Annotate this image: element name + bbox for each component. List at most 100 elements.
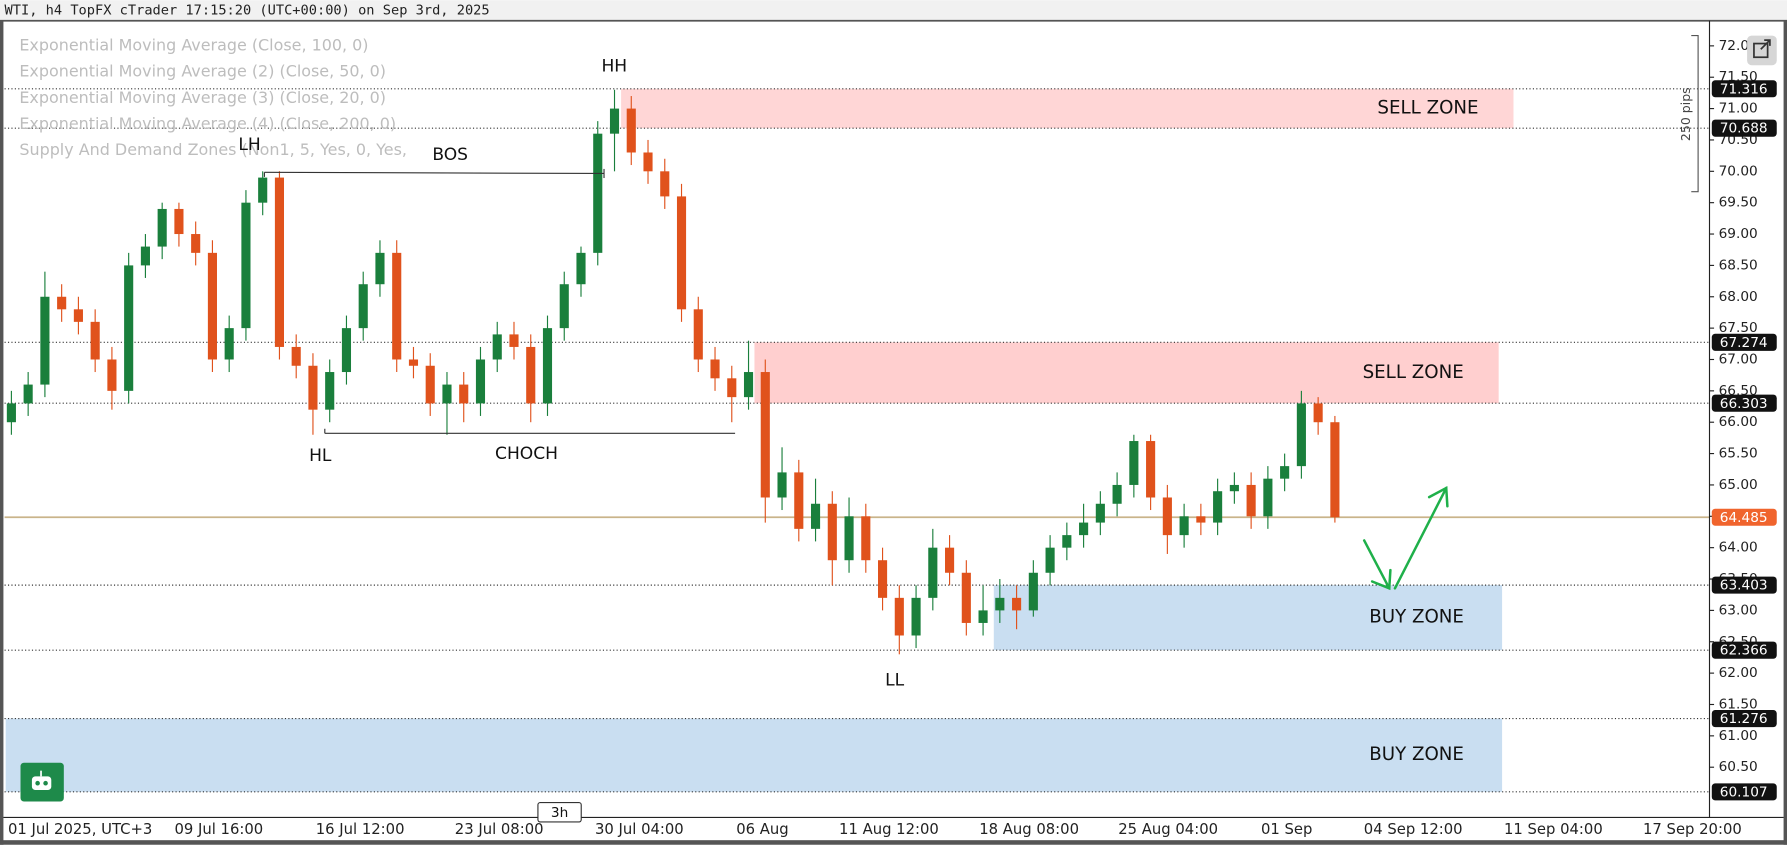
- zone-label: SELL ZONE: [1377, 97, 1478, 118]
- candle-body: [676, 196, 687, 310]
- candle-body: [107, 359, 117, 391]
- labels: Exponential Moving Average (Close, 100, …: [8, 35, 1777, 838]
- candle-body: [1162, 497, 1172, 536]
- candle-body: [928, 547, 938, 598]
- y-tick-label: 65.00: [1719, 477, 1758, 493]
- price-flag-label: 71.316: [1720, 81, 1768, 97]
- candle-body: [1179, 516, 1189, 536]
- x-tick-label: 06 Aug: [736, 821, 788, 838]
- price-flag-label: 62.366: [1720, 643, 1768, 659]
- candle-body: [57, 296, 67, 310]
- candle-body: [358, 284, 368, 329]
- candle-body: [643, 152, 653, 172]
- zone: [621, 88, 1514, 129]
- candle-body: [73, 309, 83, 322]
- candle-body: [207, 252, 217, 360]
- price-flag: [1711, 641, 1777, 659]
- candle-body: [878, 560, 888, 598]
- candle-body: [375, 252, 385, 285]
- candle-body: [1079, 522, 1089, 536]
- x-tick-label: 25 Aug 04:00: [1118, 821, 1218, 838]
- candle-body: [1045, 547, 1055, 573]
- candle-body: [861, 516, 871, 561]
- candle-body: [911, 597, 921, 636]
- header-title: WTI, h4 TopFX cTrader 17:15:20 (UTC+00:0…: [5, 3, 490, 19]
- bos-line: [264, 171, 605, 175]
- x-tick-label: 30 Jul 04:00: [595, 821, 684, 838]
- candle-body: [693, 309, 703, 360]
- x-tick-label: 04 Sep 12:00: [1364, 821, 1463, 838]
- price-flag: [1711, 394, 1777, 412]
- candle-body: [1280, 466, 1290, 479]
- candle-body: [90, 321, 100, 360]
- x-tick-label: 11 Sep 04:00: [1504, 821, 1603, 838]
- algo-button[interactable]: [20, 762, 64, 802]
- candle-body: [308, 365, 318, 410]
- price-flag: [1711, 333, 1777, 351]
- ruler-label: 250 pips: [1678, 87, 1693, 141]
- indicator-label: Supply And Demand Zones (Non1, 5, Yes, 0…: [19, 140, 407, 159]
- candle-body: [1196, 516, 1206, 523]
- timeframe-label: 3h: [551, 805, 568, 821]
- x-tick-label: 11 Aug 12:00: [839, 821, 939, 838]
- candle-body: [945, 547, 955, 573]
- candle-body: [576, 252, 586, 285]
- annotation: CHOCH: [495, 444, 558, 464]
- annotation: LH: [238, 135, 260, 155]
- candle-body: [626, 108, 636, 153]
- candle-body: [241, 202, 251, 329]
- candle-body: [274, 177, 285, 347]
- indicator-label: Exponential Moving Average (Close, 100, …: [19, 35, 368, 54]
- candle-body: [1229, 484, 1239, 492]
- candle-body: [1146, 441, 1156, 498]
- projection-arrow: [1362, 486, 1449, 591]
- zone: [5, 718, 1503, 792]
- zones: SELL ZONE SELL ZONE BUY ZONE BUY ZONE: [5, 88, 1514, 792]
- candle-body: [258, 177, 268, 203]
- candle-body: [609, 108, 620, 134]
- candle-body: [995, 597, 1005, 611]
- candle-body: [124, 265, 134, 391]
- candle-body: [894, 597, 904, 636]
- candle-body: [794, 472, 804, 529]
- y-tick-label: 64.00: [1719, 540, 1758, 556]
- y-tick-label: 60.50: [1719, 759, 1758, 775]
- annotation: HH: [601, 56, 627, 76]
- indicator-label: Exponential Moving Average (2) (Close, 5…: [19, 62, 386, 81]
- price-flag-label: 70.688: [1720, 121, 1768, 137]
- timeframe-box: 3h: [537, 802, 582, 823]
- price-flag: [1711, 709, 1777, 728]
- x-tick-label: 01 Sep: [1261, 821, 1312, 838]
- candle-body: [660, 171, 670, 197]
- candle-body: [978, 610, 988, 623]
- frame-left: [0, 20, 4, 845]
- y-tick-label: 61.50: [1719, 696, 1758, 712]
- zone-label: SELL ZONE: [1363, 362, 1464, 383]
- candle-body: [408, 359, 419, 366]
- frame-bottom: [0, 840, 1787, 845]
- candle-body: [1012, 597, 1022, 611]
- candle-body: [810, 503, 821, 529]
- candle-body: [961, 572, 971, 623]
- price-flag-label: 60.107: [1720, 784, 1768, 800]
- candle-body: [1263, 478, 1273, 517]
- annotation: LL: [885, 671, 905, 691]
- candle-body: [140, 246, 150, 266]
- candle-body: [844, 516, 854, 561]
- candle-body: [224, 328, 234, 360]
- candle-body: [157, 208, 167, 247]
- current-price-label: 64.485: [1720, 510, 1768, 526]
- y-tick-label: 61.00: [1719, 728, 1758, 744]
- candle-body: [174, 208, 184, 235]
- y-tick-label: 67.50: [1719, 320, 1758, 336]
- popout-button[interactable]: [1747, 35, 1777, 66]
- candles: [6, 89, 1340, 655]
- candle-body: [392, 252, 402, 360]
- candle-body: [1313, 403, 1323, 423]
- zone: [993, 585, 1503, 651]
- annotation: BOS: [432, 145, 468, 165]
- candle-body: [492, 334, 502, 360]
- candle-body: [1129, 441, 1139, 485]
